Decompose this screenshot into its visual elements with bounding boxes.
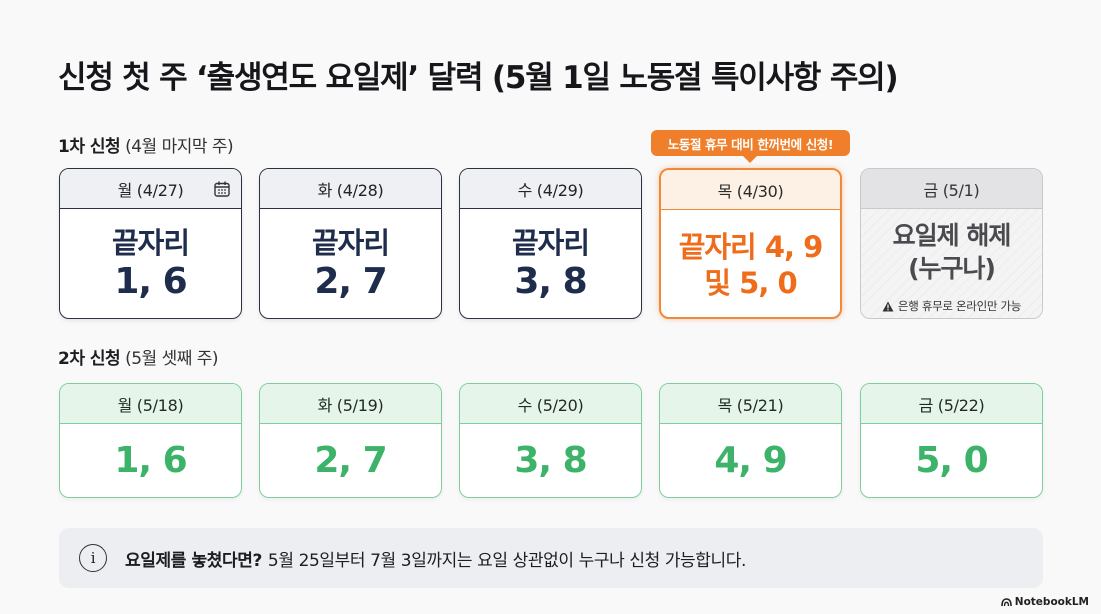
card-day-header: 화 (4/28) [260, 169, 441, 209]
card-day-header: 금 (5/22) [861, 384, 1042, 424]
calendar-icon [214, 181, 230, 197]
round1-card-mon: 월 (4/27) 끝자리 1, 6 [59, 168, 242, 319]
card-day-header: 화 (5/19) [260, 384, 441, 424]
round2-card-fri: 금 (5/22) 5, 0 [860, 383, 1043, 498]
round1-card-fri: 금 (5/1) 요일제 해제 (누구나) 은행 휴무로 온라인만 가능 [860, 168, 1043, 319]
labor-day-callout: 노동절 휴무 대비 한꺼번에 신청! [651, 130, 850, 163]
round1-card-tue: 화 (4/28) 끝자리 2, 7 [259, 168, 442, 319]
round1-label: 1차 신청 (4월 마지막 주) [58, 137, 234, 157]
brand-mark: NotebookLM [1000, 596, 1089, 608]
round2-card-tue: 화 (5/19) 2, 7 [259, 383, 442, 498]
round1-card-thu: 목 (4/30) 끝자리 4, 9 및 5, 0 [659, 168, 842, 319]
card-day-header: 금 (5/1) [861, 169, 1042, 209]
card-day-header: 월 (4/27) [60, 169, 241, 209]
warning-icon [882, 301, 894, 311]
round2-label: 2차 신청 (5월 셋째 주) [58, 349, 219, 369]
card-day-header: 목 (5/21) [660, 384, 841, 424]
round2-card-wed: 수 (5/20) 3, 8 [459, 383, 642, 498]
page-title: 신청 첫 주 ‘출생연도 요일제’ 달력 (5월 1일 노동절 특이사항 주의) [58, 60, 899, 96]
round2-card-thu: 목 (5/21) 4, 9 [659, 383, 842, 498]
card-day-header: 목 (4/30) [661, 170, 840, 210]
info-icon: i [79, 544, 107, 572]
online-only-note: 은행 휴무로 온라인만 가능 [861, 294, 1042, 318]
card-day-header: 수 (5/20) [460, 384, 641, 424]
notebooklm-logo-icon [1000, 597, 1012, 606]
card-day-header: 수 (4/29) [460, 169, 641, 209]
round2-card-mon: 월 (5/18) 1, 6 [59, 383, 242, 498]
info-banner: i 요일제를 놓쳤다면? 5월 25일부터 7월 3일까지는 요일 상관없이 누… [59, 528, 1043, 588]
round1-card-wed: 수 (4/29) 끝자리 3, 8 [459, 168, 642, 319]
card-day-header: 월 (5/18) [60, 384, 241, 424]
